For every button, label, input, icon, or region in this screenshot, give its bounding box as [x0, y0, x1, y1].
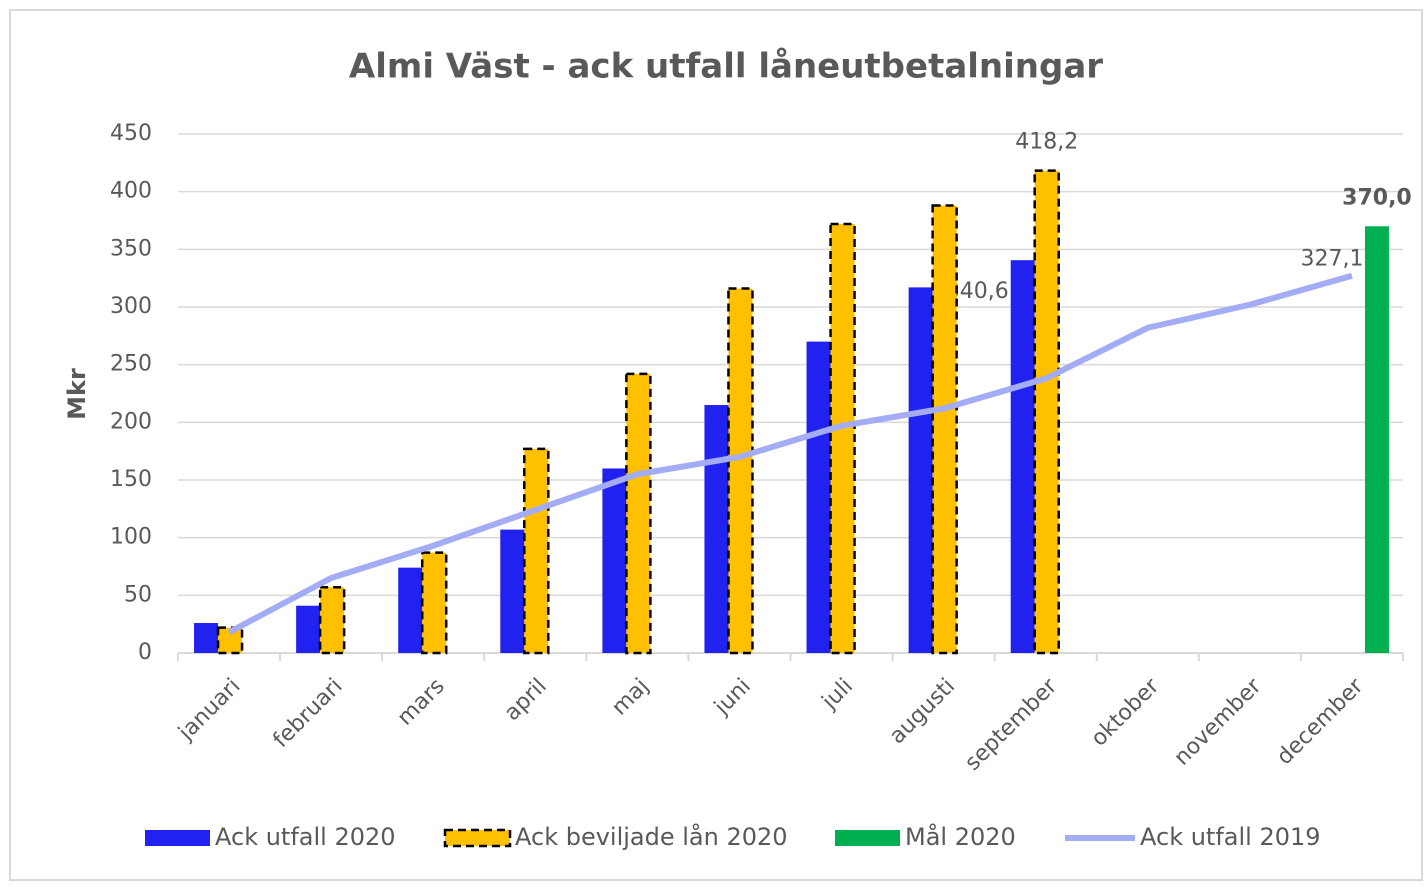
- legend-swatch: [145, 830, 210, 846]
- chart-title: Almi Väst - ack utfall låneutbetalningar: [349, 47, 1103, 87]
- bar: [806, 341, 831, 653]
- data-label: 418,2: [1015, 130, 1078, 155]
- y-tick-label: 100: [110, 525, 152, 550]
- y-tick-label: 50: [124, 582, 152, 607]
- bar: [931, 204, 958, 655]
- bar: [420, 551, 448, 655]
- bar: [523, 447, 550, 655]
- y-tick-label: 150: [110, 467, 152, 492]
- bar: [829, 222, 856, 655]
- bar: [318, 586, 346, 655]
- y-tick-label: 200: [110, 409, 152, 434]
- bar: [296, 605, 321, 653]
- line: [227, 272, 1353, 635]
- y-tick-label: 300: [110, 294, 152, 319]
- legend-swatch: [443, 828, 512, 848]
- y-axis-title: Mkr: [63, 368, 91, 420]
- legend-label: Ack beviljade lån 2020: [515, 822, 788, 851]
- bar: [602, 468, 627, 653]
- bar: [727, 287, 754, 655]
- data-label: 370,0: [1342, 185, 1412, 210]
- bar: [398, 567, 423, 653]
- legend-label: Mål 2020: [905, 822, 1016, 851]
- y-tick-label: 250: [110, 352, 152, 377]
- bar: [1010, 260, 1035, 653]
- y-tick-label: 400: [110, 179, 152, 204]
- y-tick-label: 0: [138, 640, 152, 665]
- bar: [1033, 169, 1060, 655]
- bar: [908, 287, 933, 653]
- legend-swatch: [835, 830, 900, 846]
- bar: [704, 405, 729, 653]
- data-label: 327,1: [1300, 247, 1363, 272]
- bar: [625, 372, 652, 655]
- legend-label: Ack utfall 2019: [1140, 823, 1321, 851]
- y-tick-label: 450: [110, 121, 152, 146]
- y-tick-label: 350: [110, 236, 152, 261]
- legend-label: Ack utfall 2020: [215, 823, 396, 851]
- bar: [1364, 226, 1389, 653]
- bar: [194, 623, 219, 653]
- bar: [500, 529, 525, 653]
